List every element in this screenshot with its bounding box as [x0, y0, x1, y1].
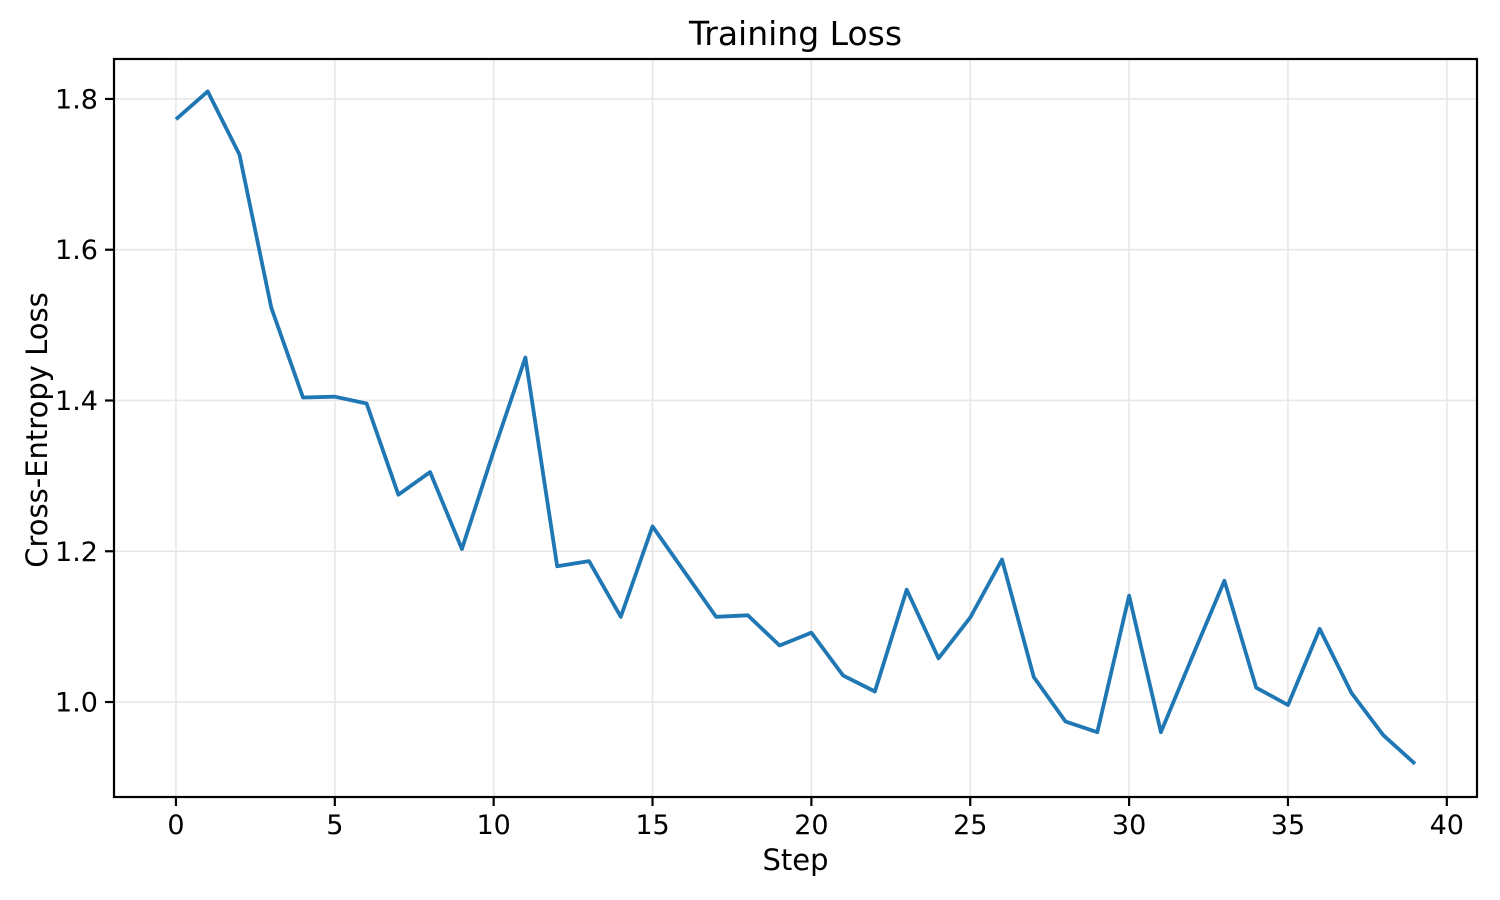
- y-tick-label: 1.8: [55, 84, 98, 115]
- x-tick-label: 40: [1430, 810, 1464, 841]
- x-tick-label: 25: [953, 810, 987, 841]
- x-tick-label: 5: [326, 810, 343, 841]
- x-tick-label: 10: [476, 810, 510, 841]
- x-tick-label: 35: [1271, 810, 1305, 841]
- y-tick-label: 1.4: [55, 386, 98, 417]
- chart-title: Training Loss: [688, 14, 903, 53]
- x-tick-label: 20: [794, 810, 828, 841]
- y-tick-label: 1.2: [55, 537, 98, 568]
- y-tick-label: 1.6: [55, 235, 98, 266]
- x-axis-label: Step: [762, 843, 829, 877]
- x-tick-label: 15: [635, 810, 669, 841]
- y-tick-label: 1.0: [55, 688, 98, 719]
- axes-frame: [112, 57, 1479, 799]
- x-tick-label: 0: [167, 810, 184, 841]
- x-tick-label: 30: [1112, 810, 1146, 841]
- y-axis-label: Cross-Entropy Loss: [20, 292, 54, 568]
- training-loss-line: [174, 89, 1417, 766]
